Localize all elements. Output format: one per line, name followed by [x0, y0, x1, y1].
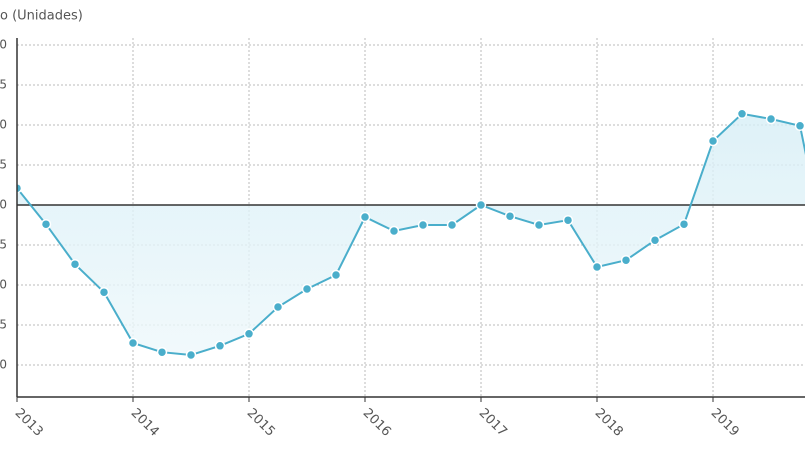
point	[678, 218, 690, 230]
point	[736, 108, 748, 120]
point	[562, 214, 574, 226]
x-tick-label: 2016	[360, 406, 394, 440]
x-tick-label: 2018	[592, 406, 626, 440]
y-tick-label: 0	[0, 198, 7, 212]
point	[185, 349, 197, 361]
point	[272, 301, 284, 313]
point	[214, 340, 226, 352]
point	[127, 337, 139, 349]
point	[504, 210, 516, 222]
point	[794, 120, 805, 132]
x-tick-label: 2015	[244, 406, 278, 440]
y-tick-label: 0	[0, 38, 7, 52]
point	[533, 219, 545, 231]
y-tick-label: 5	[0, 238, 7, 252]
y-tick-label: 0	[0, 278, 7, 292]
y-tick-label: 5	[0, 78, 7, 92]
point	[301, 283, 313, 295]
point	[359, 211, 371, 223]
point	[765, 113, 777, 125]
point	[98, 286, 110, 298]
x-tick-label: 2014	[128, 406, 162, 440]
axis-title: o (Unidades)	[0, 9, 83, 24]
point	[475, 199, 487, 211]
y-tick-label: 5	[0, 158, 7, 172]
point	[649, 234, 661, 246]
point	[40, 218, 52, 230]
x-tick-label: 2017	[476, 406, 510, 440]
area	[17, 113, 805, 355]
point	[243, 328, 255, 340]
point	[69, 258, 81, 270]
point	[417, 219, 429, 231]
x-tick-label: 2019	[708, 406, 742, 440]
point	[156, 346, 168, 358]
point	[330, 269, 342, 281]
plot-area	[17, 108, 805, 361]
point	[388, 225, 400, 237]
y-tick-label: 5	[0, 318, 7, 332]
y-tick-label: 0	[0, 118, 7, 132]
y-tick-label: 0	[0, 358, 7, 372]
point	[591, 261, 603, 273]
point	[620, 254, 632, 266]
point	[707, 135, 719, 147]
x-tick-label: 2013	[12, 406, 46, 440]
point	[17, 182, 23, 194]
point	[446, 219, 458, 231]
